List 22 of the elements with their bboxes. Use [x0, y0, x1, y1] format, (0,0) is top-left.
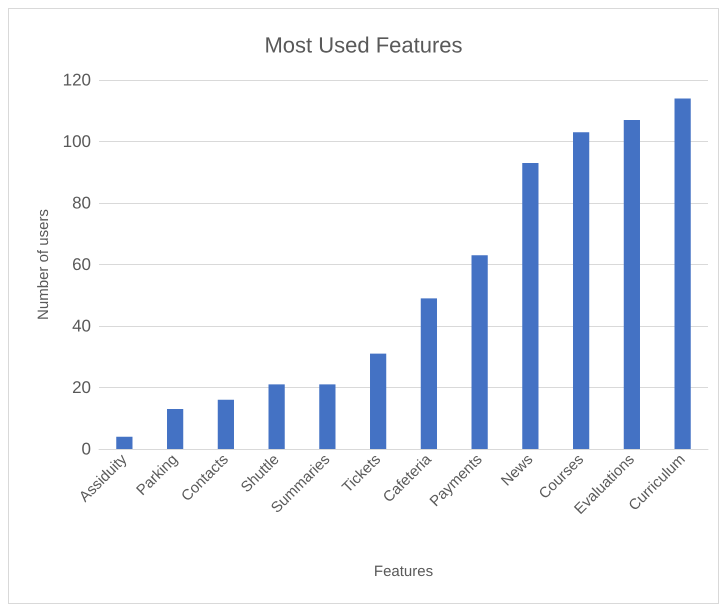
bar	[218, 400, 234, 449]
bar	[472, 255, 488, 449]
bar	[674, 98, 691, 449]
bar	[370, 354, 386, 449]
y-tick-label: 80	[72, 194, 91, 212]
y-tick-label: 60	[72, 255, 91, 274]
x-axis-title: Features	[374, 563, 434, 580]
y-tick-label: 100	[62, 132, 91, 151]
y-tick-label: 120	[62, 70, 91, 90]
bar	[624, 120, 640, 449]
bar	[319, 384, 336, 449]
bar	[522, 163, 538, 449]
y-tick-label: 20	[72, 378, 91, 397]
bar	[116, 436, 132, 449]
y-axis-title: Number of users	[35, 209, 52, 320]
bar	[420, 298, 437, 449]
bar	[167, 409, 184, 449]
bar	[268, 384, 285, 449]
y-tick-label: 0	[82, 440, 91, 458]
chart-title: Most Used Features	[264, 32, 463, 58]
y-tick-label: 40	[72, 316, 91, 336]
bar	[573, 132, 590, 449]
